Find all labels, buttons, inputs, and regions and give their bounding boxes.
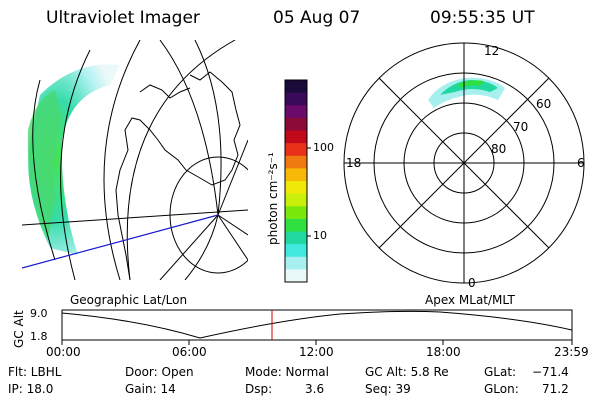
status-mode: Mode: Normal [245, 365, 329, 379]
status-dsp-value: 3.6 [305, 382, 325, 396]
status-glat-value: −71.4 [532, 365, 569, 379]
polar-mlt-12: 12 [484, 44, 500, 58]
status-dsp-label: Dsp: [245, 382, 273, 396]
polar-mlt-18: 18 [346, 156, 362, 170]
colorbar-cell [285, 168, 307, 182]
status-gc-alt: GC Alt: 5.8 Re [365, 365, 449, 379]
status-door: Door: Open [125, 365, 194, 379]
colorbar-cell [285, 80, 307, 94]
colorbar-cell [285, 206, 307, 220]
altitude-xtick-4: 23:59 [554, 345, 589, 359]
image-time: 09:55:35 UT [430, 8, 535, 28]
polar-mlt-6: 6 [577, 156, 585, 170]
geo-map-label: Geographic Lat/Lon [70, 293, 188, 307]
polar-mlt-0: 0 [468, 276, 476, 290]
altitude-curve [61, 310, 573, 339]
altitude-xtick-0: 00:00 [46, 345, 81, 359]
colorbar-cell [285, 231, 307, 245]
status-ip: IP: 18.0 [8, 382, 54, 396]
polar-lat-80: 80 [491, 142, 507, 156]
colorbar-cell [285, 193, 307, 207]
status-seq: Seq: 39 [365, 382, 411, 396]
status-glon-value: 71.2 [542, 382, 569, 396]
altitude-xtick-1: 06:00 [172, 345, 207, 359]
altitude-ytick-low: 1.8 [30, 330, 48, 343]
polar-lat-70: 70 [513, 120, 529, 134]
altitude-ytick-high: 9.0 [30, 307, 48, 320]
colorbar-cell [285, 105, 307, 119]
colorbar-cell [285, 130, 307, 144]
altitude-xtick-2: 12:00 [299, 345, 334, 359]
colorbar-cell [285, 218, 307, 232]
status-glon-label: GLon: [484, 382, 519, 396]
colorbar-tick-10: 10 [313, 229, 327, 242]
image-date: 05 Aug 07 [273, 8, 361, 28]
geo-coastline [115, 71, 241, 280]
status-gain: Gain: 14 [125, 382, 176, 396]
colorbar-tick-100: 100 [313, 141, 334, 154]
colorbar-cell [285, 244, 307, 258]
geo-aurora-core [27, 90, 62, 240]
instrument-title: Ultraviolet Imager [46, 8, 200, 28]
colorbar-cell [285, 181, 307, 195]
polar-lat-60: 60 [536, 97, 552, 111]
colorbar-cell [285, 256, 307, 270]
altitude-xtick-3: 18:00 [426, 345, 461, 359]
colorbar-cell [285, 92, 307, 106]
colorbar-cell [285, 117, 307, 131]
geo-orbit-line [22, 214, 219, 269]
status-glat-label: GLat: [484, 365, 517, 379]
status-filter: Flt: LBHL [8, 365, 62, 379]
colorbar-cell [285, 143, 307, 157]
colorbar-cell [285, 269, 307, 283]
polar-map-label: Apex MLat/MLT [425, 293, 515, 307]
colorbar-cell [285, 155, 307, 169]
